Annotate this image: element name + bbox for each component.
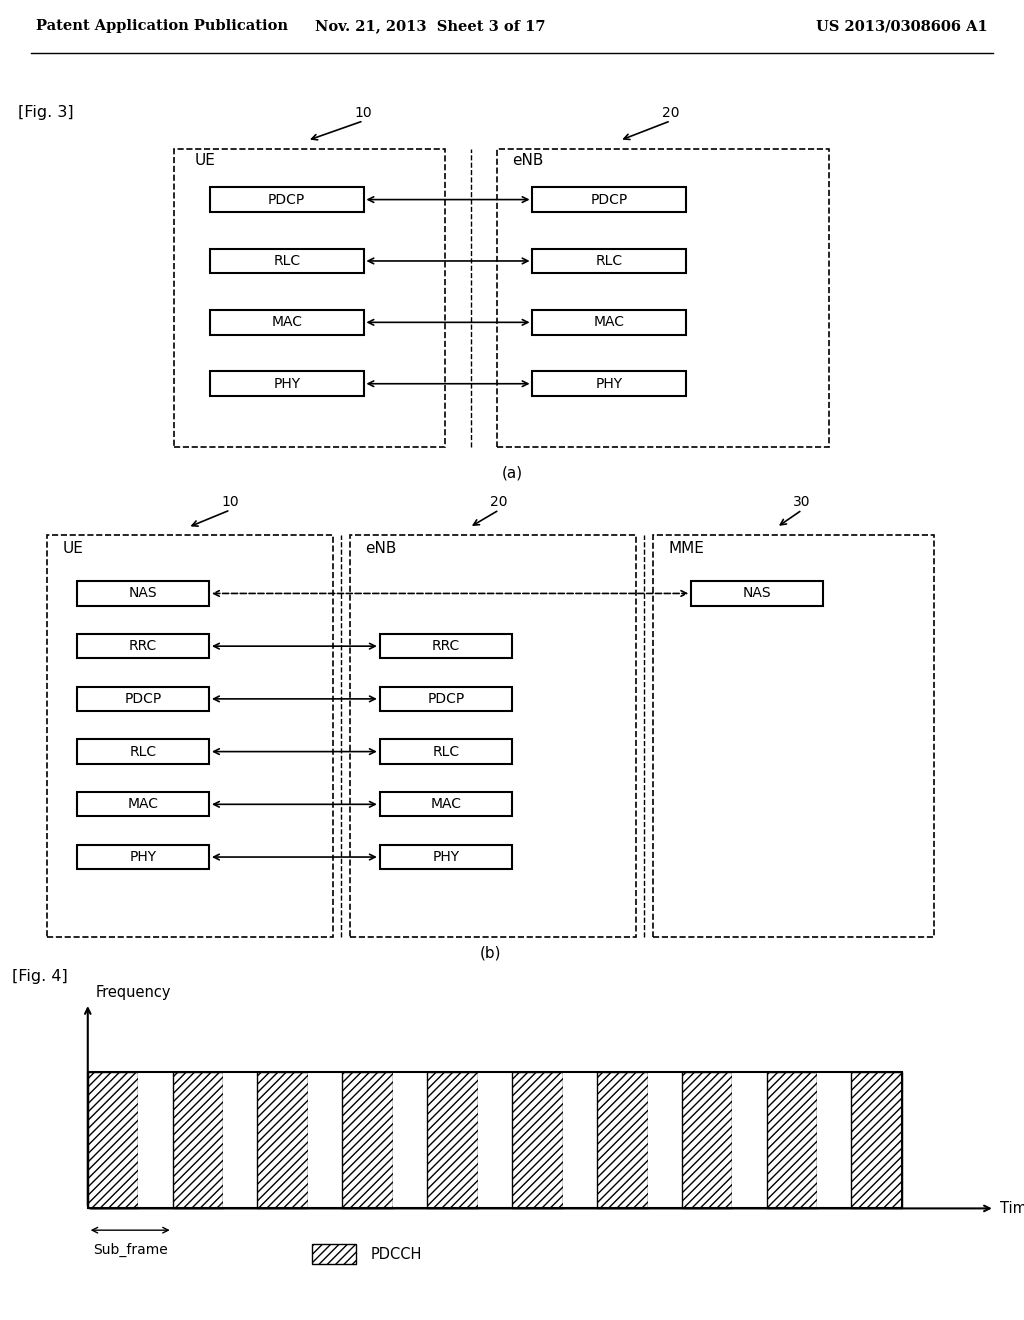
Bar — [532, 248, 686, 273]
Bar — [210, 310, 364, 335]
Bar — [682, 1072, 732, 1208]
Text: MAC: MAC — [430, 797, 462, 812]
Bar — [427, 1072, 478, 1208]
Text: PDCP: PDCP — [124, 692, 162, 706]
Bar — [173, 1072, 223, 1208]
Bar — [563, 1072, 597, 1208]
Text: RRC: RRC — [432, 639, 460, 653]
Bar — [691, 581, 823, 606]
Bar — [532, 187, 686, 213]
Text: [Fig. 3]: [Fig. 3] — [18, 106, 74, 120]
Bar — [380, 845, 512, 869]
Text: eNB: eNB — [366, 541, 396, 557]
Text: 20: 20 — [662, 106, 680, 120]
Text: [Fig. 4]: [Fig. 4] — [11, 969, 68, 983]
Text: 10: 10 — [354, 106, 373, 120]
Bar — [47, 536, 333, 937]
Text: PDCP: PDCP — [268, 193, 305, 207]
Text: MME: MME — [668, 541, 705, 557]
Bar — [478, 1072, 512, 1208]
Text: RLC: RLC — [273, 253, 300, 268]
Text: NAS: NAS — [743, 586, 772, 601]
Bar — [532, 371, 686, 396]
Text: RLC: RLC — [129, 744, 157, 759]
Bar — [77, 739, 209, 764]
Text: 10: 10 — [221, 495, 240, 510]
Bar — [308, 1072, 342, 1208]
Bar — [380, 634, 512, 659]
Text: UE: UE — [62, 541, 83, 557]
Bar — [77, 845, 209, 869]
Bar — [342, 1072, 393, 1208]
Bar — [88, 1072, 902, 1208]
Bar — [210, 248, 364, 273]
Text: RLC: RLC — [432, 744, 460, 759]
Bar — [88, 1072, 138, 1208]
Text: MAC: MAC — [271, 315, 302, 330]
Bar — [597, 1072, 647, 1208]
Bar — [380, 739, 512, 764]
Bar — [532, 310, 686, 335]
Text: NAS: NAS — [129, 586, 158, 601]
Text: PDCP: PDCP — [591, 193, 628, 207]
Bar — [77, 634, 209, 659]
Bar — [210, 187, 364, 213]
Bar — [257, 1072, 308, 1208]
Text: (b): (b) — [480, 945, 502, 960]
Text: 30: 30 — [794, 495, 811, 510]
Text: PHY: PHY — [129, 850, 157, 865]
Bar — [174, 149, 445, 447]
Text: UE: UE — [195, 153, 215, 168]
Bar — [653, 536, 934, 937]
Text: 20: 20 — [490, 495, 508, 510]
Text: PDCCH: PDCCH — [371, 1247, 422, 1262]
Text: Nov. 21, 2013  Sheet 3 of 17: Nov. 21, 2013 Sheet 3 of 17 — [314, 18, 546, 33]
Text: Sub_frame: Sub_frame — [93, 1242, 168, 1257]
Text: MAC: MAC — [127, 797, 159, 812]
Bar — [350, 536, 636, 937]
Text: Patent Application Publication: Patent Application Publication — [36, 18, 288, 33]
Bar — [380, 686, 512, 711]
Text: Time: Time — [999, 1201, 1024, 1216]
Text: US 2013/0308606 A1: US 2013/0308606 A1 — [816, 18, 988, 33]
Text: (a): (a) — [502, 465, 522, 480]
Text: eNB: eNB — [512, 153, 544, 168]
Bar — [77, 792, 209, 816]
Bar — [223, 1072, 257, 1208]
Bar — [767, 1072, 817, 1208]
Bar — [732, 1072, 767, 1208]
Text: MAC: MAC — [594, 315, 625, 330]
Bar — [210, 371, 364, 396]
Bar — [851, 1072, 902, 1208]
Bar — [380, 792, 512, 816]
Bar — [817, 1072, 851, 1208]
Bar — [647, 1072, 682, 1208]
Text: PHY: PHY — [432, 850, 460, 865]
Bar — [312, 1245, 356, 1265]
Bar — [138, 1072, 173, 1208]
Bar — [393, 1072, 427, 1208]
Text: PHY: PHY — [273, 376, 300, 391]
Bar — [77, 686, 209, 711]
Text: PHY: PHY — [596, 376, 623, 391]
Text: RLC: RLC — [596, 253, 623, 268]
Bar — [512, 1072, 563, 1208]
Text: PDCP: PDCP — [427, 692, 465, 706]
Text: RRC: RRC — [129, 639, 157, 653]
Text: Frequency: Frequency — [95, 985, 171, 1001]
Bar — [497, 149, 829, 447]
Bar — [77, 581, 209, 606]
